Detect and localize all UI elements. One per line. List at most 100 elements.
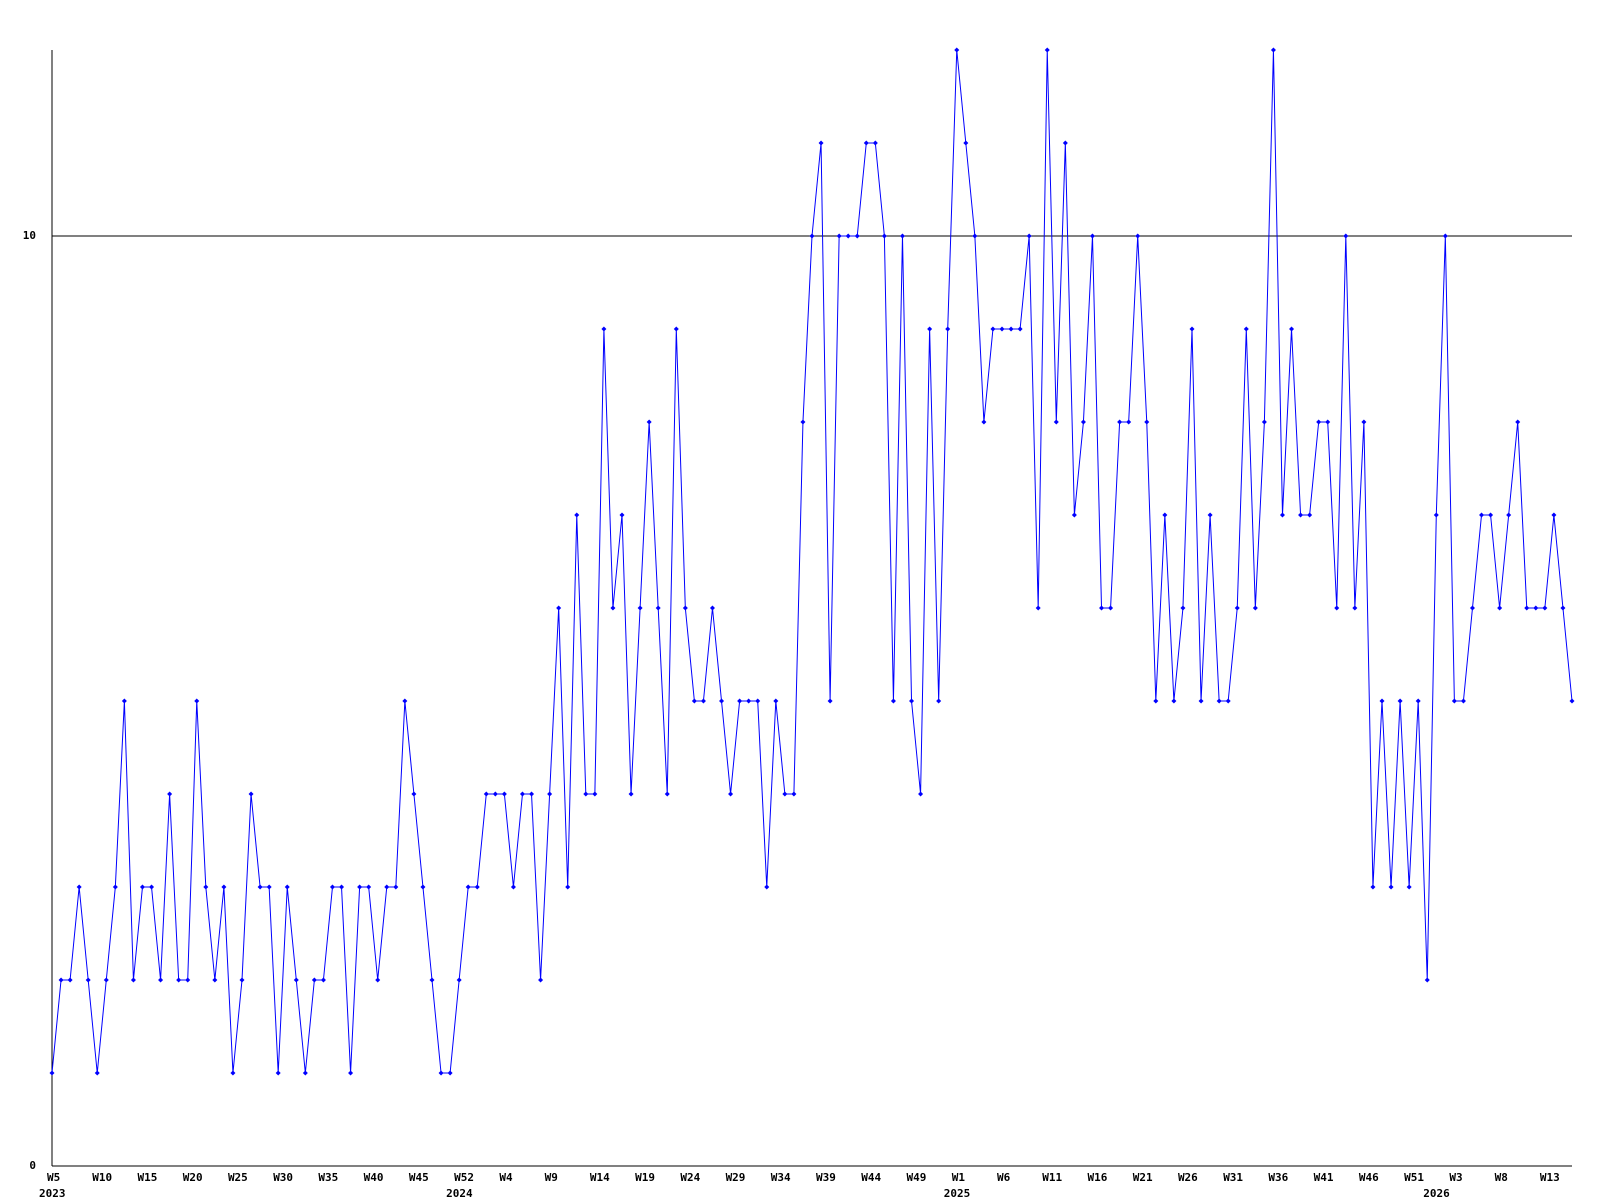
point: [1361, 419, 1367, 425]
x-tick-label: W52: [454, 1171, 474, 1184]
point: [1289, 326, 1295, 332]
x-tick-label: W6: [997, 1171, 1011, 1184]
point: [881, 233, 887, 239]
point: [691, 698, 697, 704]
point: [791, 791, 797, 797]
point: [1144, 419, 1150, 425]
point: [999, 326, 1005, 332]
point: [366, 884, 372, 890]
x-tick-label: W31: [1223, 1171, 1243, 1184]
point: [1524, 605, 1530, 611]
point: [1469, 605, 1475, 611]
point: [1497, 605, 1503, 611]
point: [1117, 419, 1123, 425]
point: [963, 140, 969, 146]
point: [818, 140, 824, 146]
point: [927, 326, 933, 332]
point: [402, 698, 408, 704]
point: [637, 605, 643, 611]
point: [1533, 605, 1539, 611]
point: [1560, 605, 1566, 611]
x-tick-label: W30: [273, 1171, 293, 1184]
point: [221, 884, 227, 890]
point: [329, 884, 335, 890]
point: [302, 1070, 308, 1076]
point: [1569, 698, 1575, 704]
point: [257, 884, 263, 890]
point: [130, 977, 136, 983]
point: [1442, 233, 1448, 239]
point: [700, 698, 706, 704]
point: [339, 884, 345, 890]
point: [601, 326, 607, 332]
point: [149, 884, 155, 890]
point: [239, 977, 245, 983]
point: [990, 326, 996, 332]
x-tick-label: W41: [1314, 1171, 1334, 1184]
x-tick-label: W8: [1495, 1171, 1508, 1184]
point: [1026, 233, 1032, 239]
point: [203, 884, 209, 890]
point: [719, 698, 725, 704]
point: [167, 791, 173, 797]
point: [1252, 605, 1258, 611]
point: [393, 884, 399, 890]
point: [311, 977, 317, 983]
x-tick-label: W15: [137, 1171, 157, 1184]
x-tick-label: W46: [1359, 1171, 1379, 1184]
point: [538, 977, 544, 983]
point: [1008, 326, 1014, 332]
point: [755, 698, 761, 704]
point: [556, 605, 562, 611]
point: [954, 47, 960, 53]
x-tick-label: W39: [816, 1171, 836, 1184]
point: [1325, 419, 1331, 425]
point: [1108, 605, 1114, 611]
point: [139, 884, 145, 890]
x-tick-label: W3: [1449, 1171, 1462, 1184]
point: [918, 791, 924, 797]
x-tick-label: W20: [183, 1171, 203, 1184]
point: [845, 233, 851, 239]
point: [1298, 512, 1304, 518]
point: [1225, 698, 1231, 704]
x-tick-label: W11: [1042, 1171, 1062, 1184]
point: [1135, 233, 1141, 239]
y-tick-label: 10: [23, 229, 36, 242]
point: [1352, 605, 1358, 611]
point: [1460, 698, 1466, 704]
point: [592, 791, 598, 797]
point: [1261, 419, 1267, 425]
point: [112, 884, 118, 890]
point: [1162, 512, 1168, 518]
line: [51, 49, 1573, 1074]
x-year-label: 2025: [944, 1187, 971, 1200]
point: [809, 233, 815, 239]
point: [474, 884, 480, 890]
point: [158, 977, 164, 983]
point: [465, 884, 471, 890]
point: [1542, 605, 1548, 611]
x-tick-label: W49: [907, 1171, 927, 1184]
point: [85, 977, 91, 983]
point: [375, 977, 381, 983]
point: [899, 233, 905, 239]
point: [673, 326, 679, 332]
point: [981, 419, 987, 425]
point: [827, 698, 833, 704]
point: [103, 977, 109, 983]
x-tick-label: W45: [409, 1171, 429, 1184]
point: [728, 791, 734, 797]
point: [1379, 698, 1385, 704]
x-tick-label: W9: [545, 1171, 558, 1184]
point: [1234, 605, 1240, 611]
point: [1099, 605, 1105, 611]
point: [185, 977, 191, 983]
point: [1406, 884, 1412, 890]
point: [1515, 419, 1521, 425]
point: [854, 233, 860, 239]
point: [76, 884, 82, 890]
point: [1334, 605, 1340, 611]
point: [1370, 884, 1376, 890]
